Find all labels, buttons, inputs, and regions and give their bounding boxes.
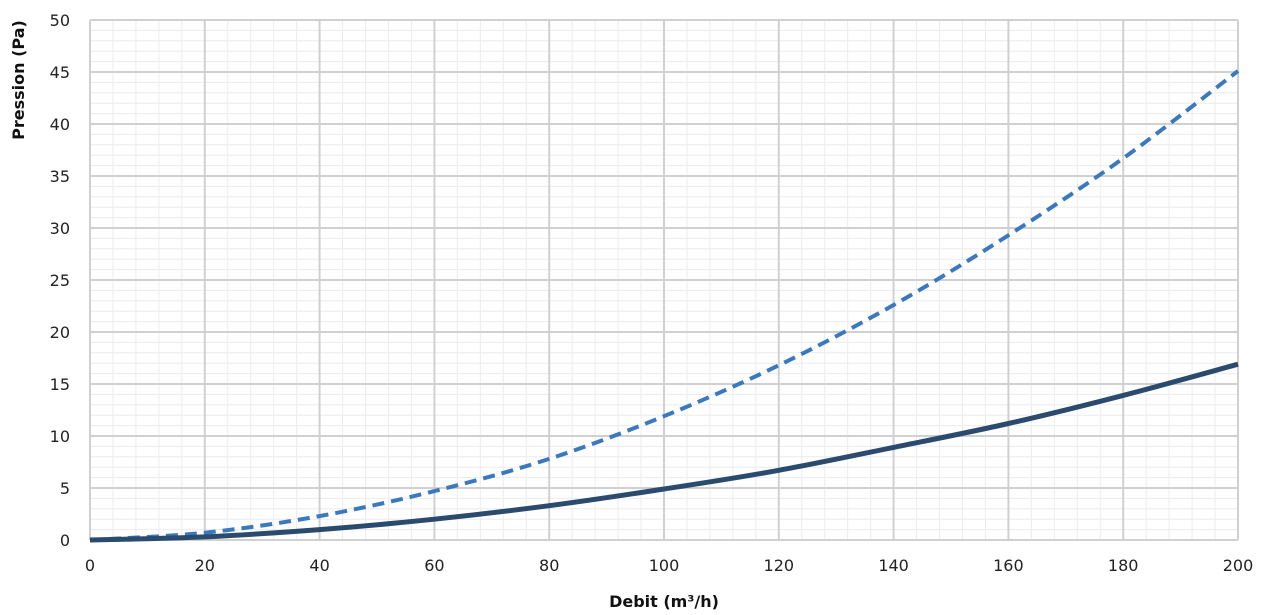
x-tick-label: 120 — [764, 556, 795, 575]
x-tick-label: 0 — [85, 556, 95, 575]
y-tick-label: 35 — [50, 167, 70, 186]
x-tick-label: 60 — [424, 556, 444, 575]
y-tick-labels: 0 5 10 15 20 25 30 35 40 45 50 — [50, 11, 70, 550]
y-tick-label: 0 — [60, 531, 70, 550]
y-tick-label: 40 — [50, 115, 70, 134]
x-tick-label: 20 — [195, 556, 215, 575]
y-tick-label: 10 — [50, 427, 70, 446]
x-tick-label: 180 — [1108, 556, 1139, 575]
y-tick-label: 20 — [50, 323, 70, 342]
x-tick-label: 160 — [993, 556, 1024, 575]
y-tick-label: 5 — [60, 479, 70, 498]
series-lines — [89, 69, 1240, 543]
x-tick-label: 200 — [1223, 556, 1254, 575]
y-tick-label: 30 — [50, 219, 70, 238]
x-tick-label: 80 — [539, 556, 559, 575]
y-tick-label: 15 — [50, 375, 70, 394]
x-axis-title: Debit (m³/h) — [609, 592, 719, 611]
y-axis-title: Pression (Pa) — [9, 20, 28, 140]
x-tick-label: 140 — [878, 556, 909, 575]
series-line-solid — [89, 361, 1239, 543]
y-tick-label: 45 — [50, 63, 70, 82]
x-tick-label: 40 — [309, 556, 329, 575]
x-tick-labels: 0 20 40 60 80 100 120 140 160 180 200 — [85, 556, 1253, 575]
y-tick-label: 25 — [50, 271, 70, 290]
major-grid — [89, 19, 1239, 541]
x-tick-label: 100 — [649, 556, 680, 575]
y-tick-label: 50 — [50, 11, 70, 30]
